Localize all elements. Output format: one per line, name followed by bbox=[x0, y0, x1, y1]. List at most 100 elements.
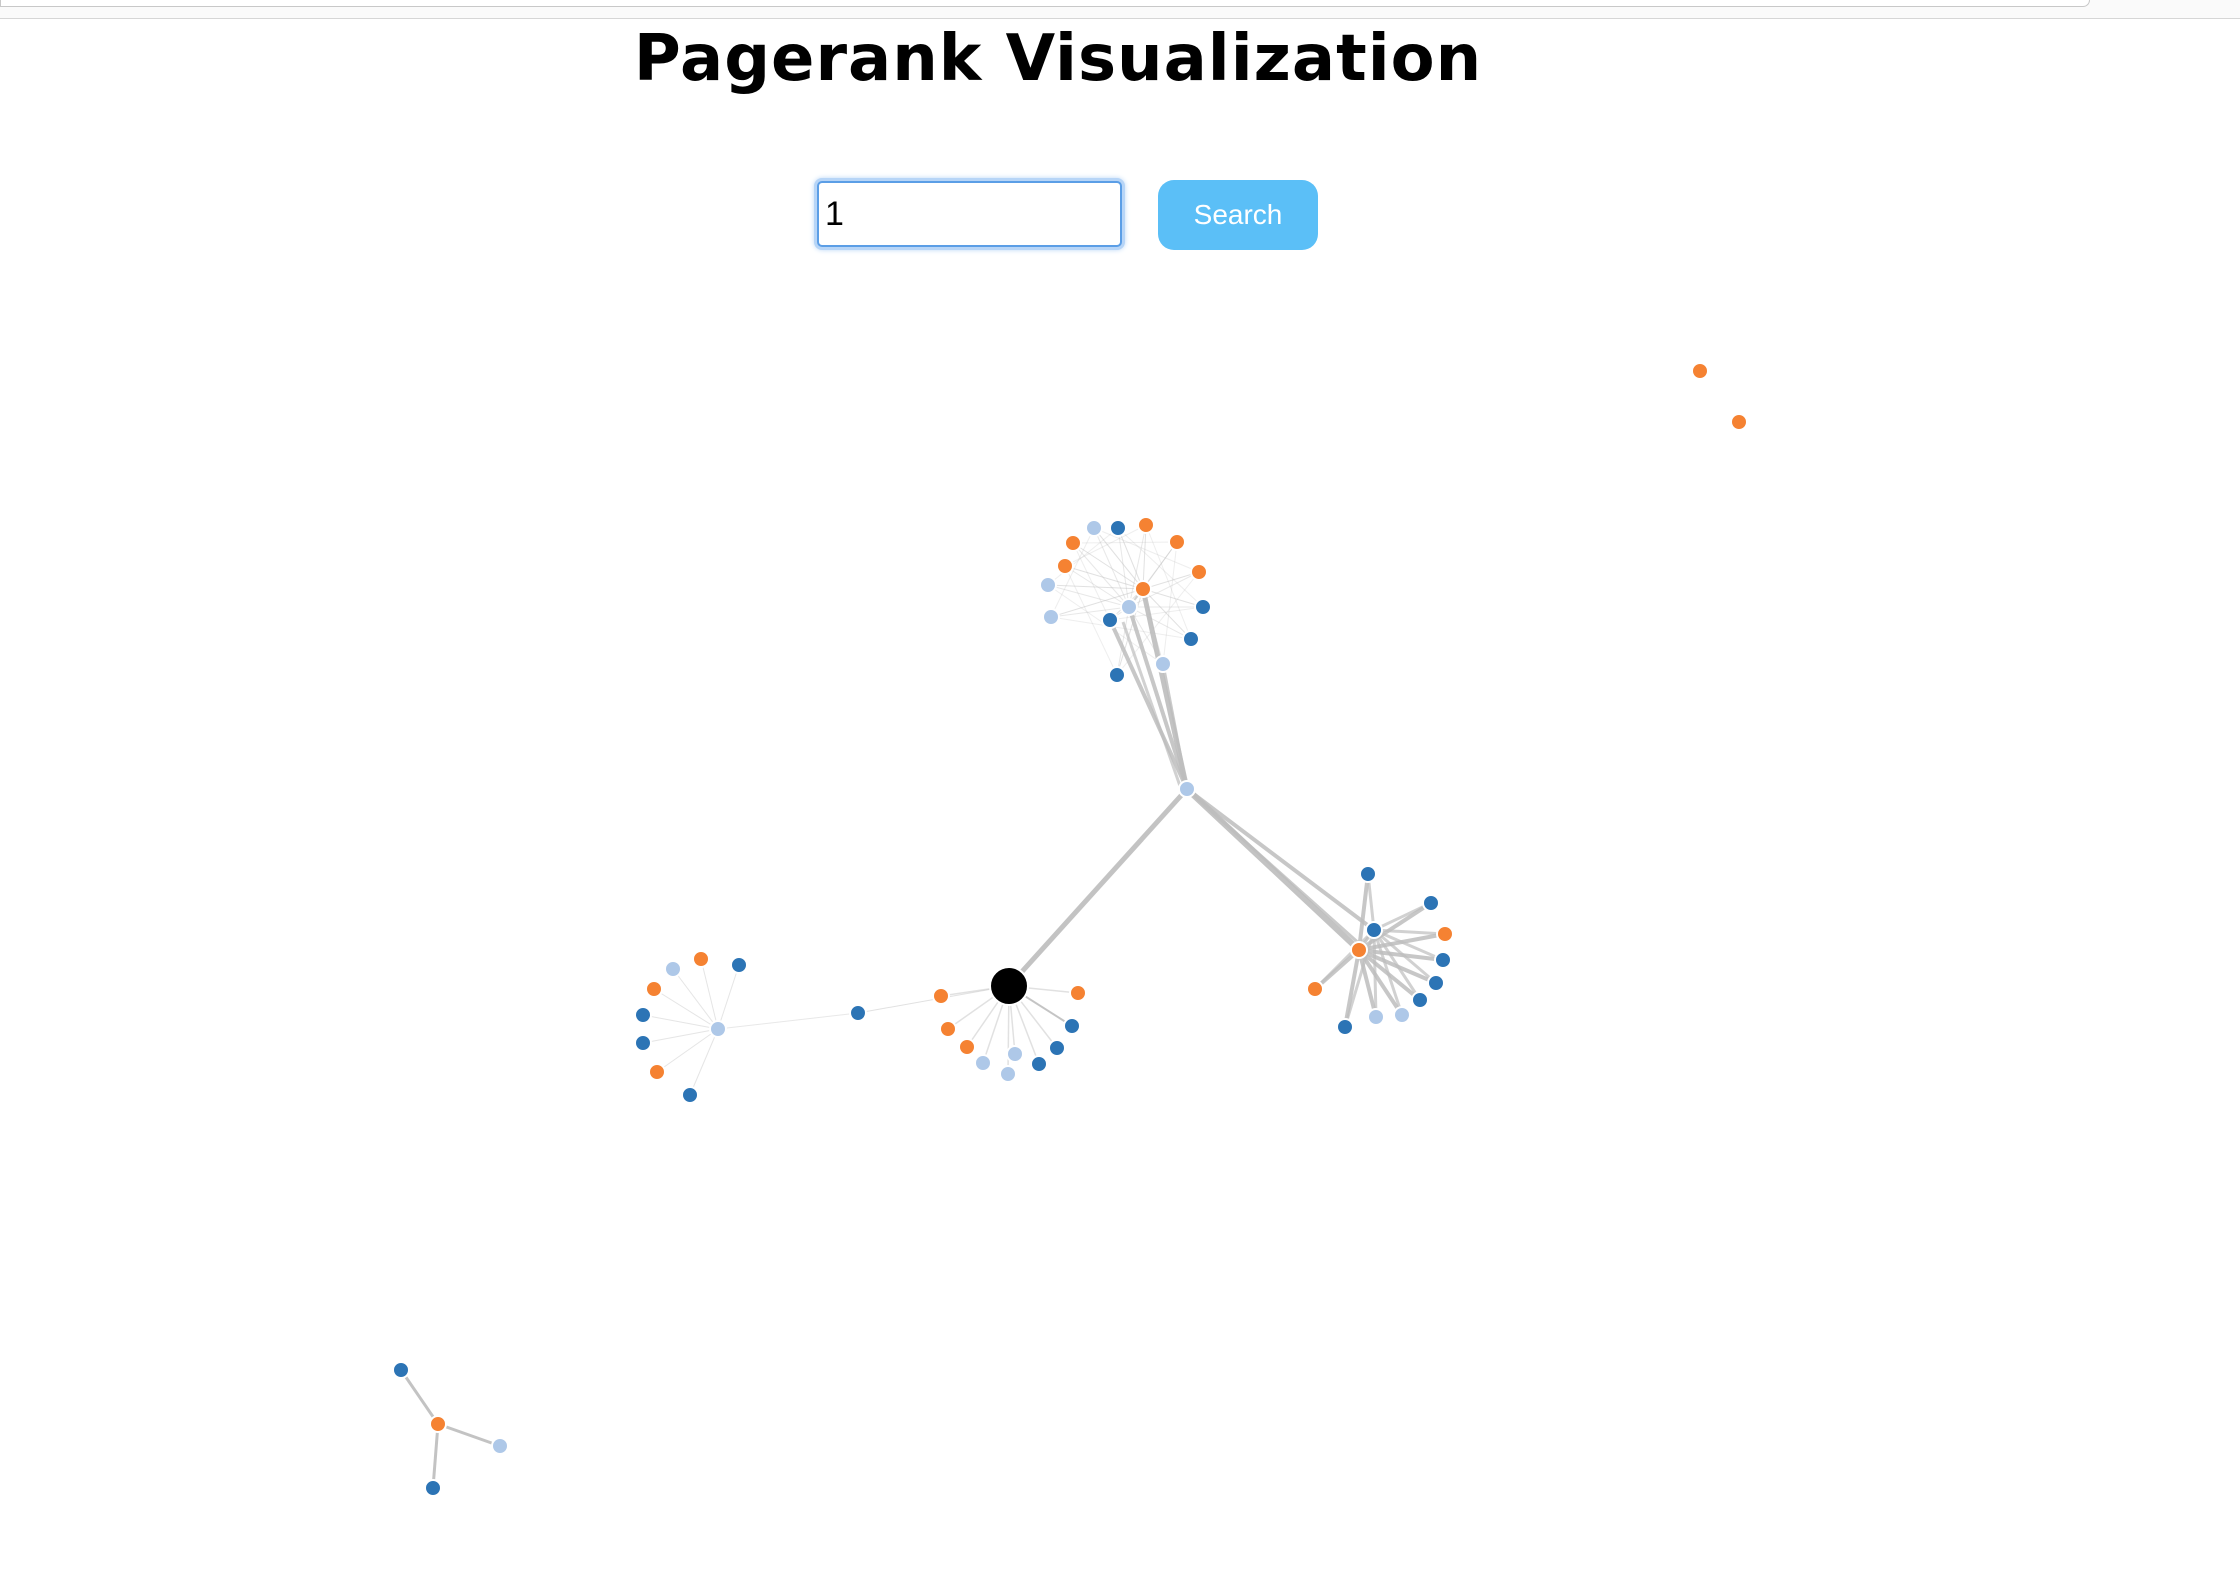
graph-node[interactable] bbox=[1137, 516, 1155, 534]
graph-node[interactable] bbox=[1194, 598, 1212, 616]
graph-node[interactable] bbox=[634, 1034, 652, 1052]
graph-node[interactable] bbox=[681, 1086, 699, 1104]
selected-node[interactable] bbox=[989, 966, 1029, 1006]
graph-edge bbox=[1047, 584, 1144, 590]
graph-edge bbox=[672, 968, 719, 1030]
graph-edge bbox=[1050, 527, 1095, 618]
graph-edge bbox=[1117, 527, 1204, 608]
graph-node[interactable] bbox=[1691, 362, 1709, 380]
graph-node[interactable] bbox=[1006, 1045, 1024, 1063]
graph-node[interactable] bbox=[1030, 1055, 1048, 1073]
graph-edge bbox=[1142, 588, 1192, 640]
graph-node[interactable] bbox=[424, 1479, 442, 1497]
graph-edge bbox=[642, 1028, 719, 1044]
graph-edge bbox=[1128, 571, 1200, 608]
graph-edge bbox=[437, 1422, 501, 1448]
graph-node[interactable] bbox=[1350, 941, 1368, 959]
graph-node[interactable] bbox=[1069, 984, 1087, 1002]
graph-edge bbox=[1161, 663, 1189, 790]
graph-node[interactable] bbox=[1365, 921, 1383, 939]
graph-edge bbox=[1343, 929, 1376, 1028]
graph-edge bbox=[1191, 792, 1363, 948]
graph-node[interactable] bbox=[1109, 519, 1127, 537]
graph-node[interactable] bbox=[1168, 533, 1186, 551]
graph-edge bbox=[642, 1014, 719, 1030]
graph-edge bbox=[1121, 621, 1182, 787]
graph-edge bbox=[1072, 542, 1111, 621]
graph-node[interactable] bbox=[1048, 1039, 1066, 1057]
graph-node[interactable] bbox=[648, 1063, 666, 1081]
graph-node[interactable] bbox=[1063, 1017, 1081, 1035]
graph-node[interactable] bbox=[1182, 630, 1200, 648]
graph-edge bbox=[1366, 873, 1376, 931]
graph-edge bbox=[1072, 542, 1130, 608]
graph-edges bbox=[399, 524, 1446, 1489]
graph-node[interactable] bbox=[958, 1038, 976, 1056]
graph-edge bbox=[399, 1369, 440, 1425]
graph-node[interactable] bbox=[1367, 1008, 1385, 1026]
graph-edge bbox=[1372, 929, 1422, 1001]
graph-node[interactable] bbox=[1730, 413, 1748, 431]
graph-edge bbox=[1373, 928, 1444, 962]
browser-top-bar bbox=[0, 0, 2240, 19]
graph-node[interactable] bbox=[1154, 655, 1172, 673]
graph-node[interactable] bbox=[429, 1415, 447, 1433]
graph-edge bbox=[1372, 929, 1404, 1016]
graph-edge bbox=[1128, 606, 1192, 640]
graph-node[interactable] bbox=[939, 1020, 957, 1038]
graph-node[interactable] bbox=[1085, 519, 1103, 537]
graph-edge bbox=[717, 964, 740, 1030]
graph-edge bbox=[1116, 571, 1200, 676]
graph-node[interactable] bbox=[1336, 1018, 1354, 1036]
graph-edge bbox=[1142, 524, 1147, 590]
graph-node[interactable] bbox=[1042, 608, 1060, 626]
graph-node[interactable] bbox=[1436, 925, 1454, 943]
graph-edge bbox=[1145, 524, 1192, 640]
graph-edge bbox=[1313, 928, 1376, 991]
graph-edge bbox=[1117, 527, 1144, 590]
graph-edge bbox=[700, 958, 719, 1030]
graph-edge bbox=[1050, 606, 1130, 618]
graph-node[interactable] bbox=[491, 1437, 509, 1455]
graph-edge bbox=[1064, 565, 1144, 590]
graph-node[interactable] bbox=[634, 1006, 652, 1024]
search-button[interactable]: Search bbox=[1158, 180, 1318, 250]
graph-edge bbox=[1064, 524, 1147, 567]
graph-edge bbox=[689, 1028, 719, 1096]
graph-node[interactable] bbox=[974, 1054, 992, 1072]
graph-node[interactable] bbox=[645, 980, 663, 998]
graph-node[interactable] bbox=[1359, 865, 1377, 883]
graph-node[interactable] bbox=[1190, 563, 1208, 581]
graph-node[interactable] bbox=[1108, 666, 1126, 684]
graph-edge bbox=[1072, 542, 1144, 590]
graph-node[interactable] bbox=[1134, 580, 1152, 598]
graph-node[interactable] bbox=[1306, 980, 1324, 998]
graph-edge bbox=[1050, 588, 1144, 618]
search-input[interactable] bbox=[817, 181, 1122, 247]
graph-node[interactable] bbox=[1434, 951, 1452, 969]
graph-node[interactable] bbox=[392, 1361, 410, 1379]
graph-node[interactable] bbox=[730, 956, 748, 974]
graph-node[interactable] bbox=[1120, 598, 1138, 616]
graph-edge bbox=[1357, 949, 1378, 1018]
graph-edge bbox=[1047, 527, 1119, 586]
graph-node[interactable] bbox=[849, 1004, 867, 1022]
graph-node[interactable] bbox=[932, 987, 950, 1005]
graph-edge bbox=[656, 1028, 719, 1073]
graph-node[interactable] bbox=[1064, 534, 1082, 552]
graph-node[interactable] bbox=[1101, 611, 1119, 629]
graph-node[interactable] bbox=[1039, 576, 1057, 594]
graph-node[interactable] bbox=[999, 1065, 1017, 1083]
graph-node[interactable] bbox=[664, 960, 682, 978]
graph-node[interactable] bbox=[1056, 557, 1074, 575]
graph-node[interactable] bbox=[692, 950, 710, 968]
graph-node[interactable] bbox=[1427, 974, 1445, 992]
graph-edge bbox=[1372, 929, 1378, 1018]
graph-edge bbox=[1142, 588, 1204, 608]
graph-node[interactable] bbox=[709, 1020, 727, 1038]
graph-node[interactable] bbox=[1178, 780, 1196, 798]
graph-node[interactable] bbox=[1393, 1006, 1411, 1024]
graph-node[interactable] bbox=[1411, 991, 1429, 1009]
graph-node[interactable] bbox=[1422, 894, 1440, 912]
